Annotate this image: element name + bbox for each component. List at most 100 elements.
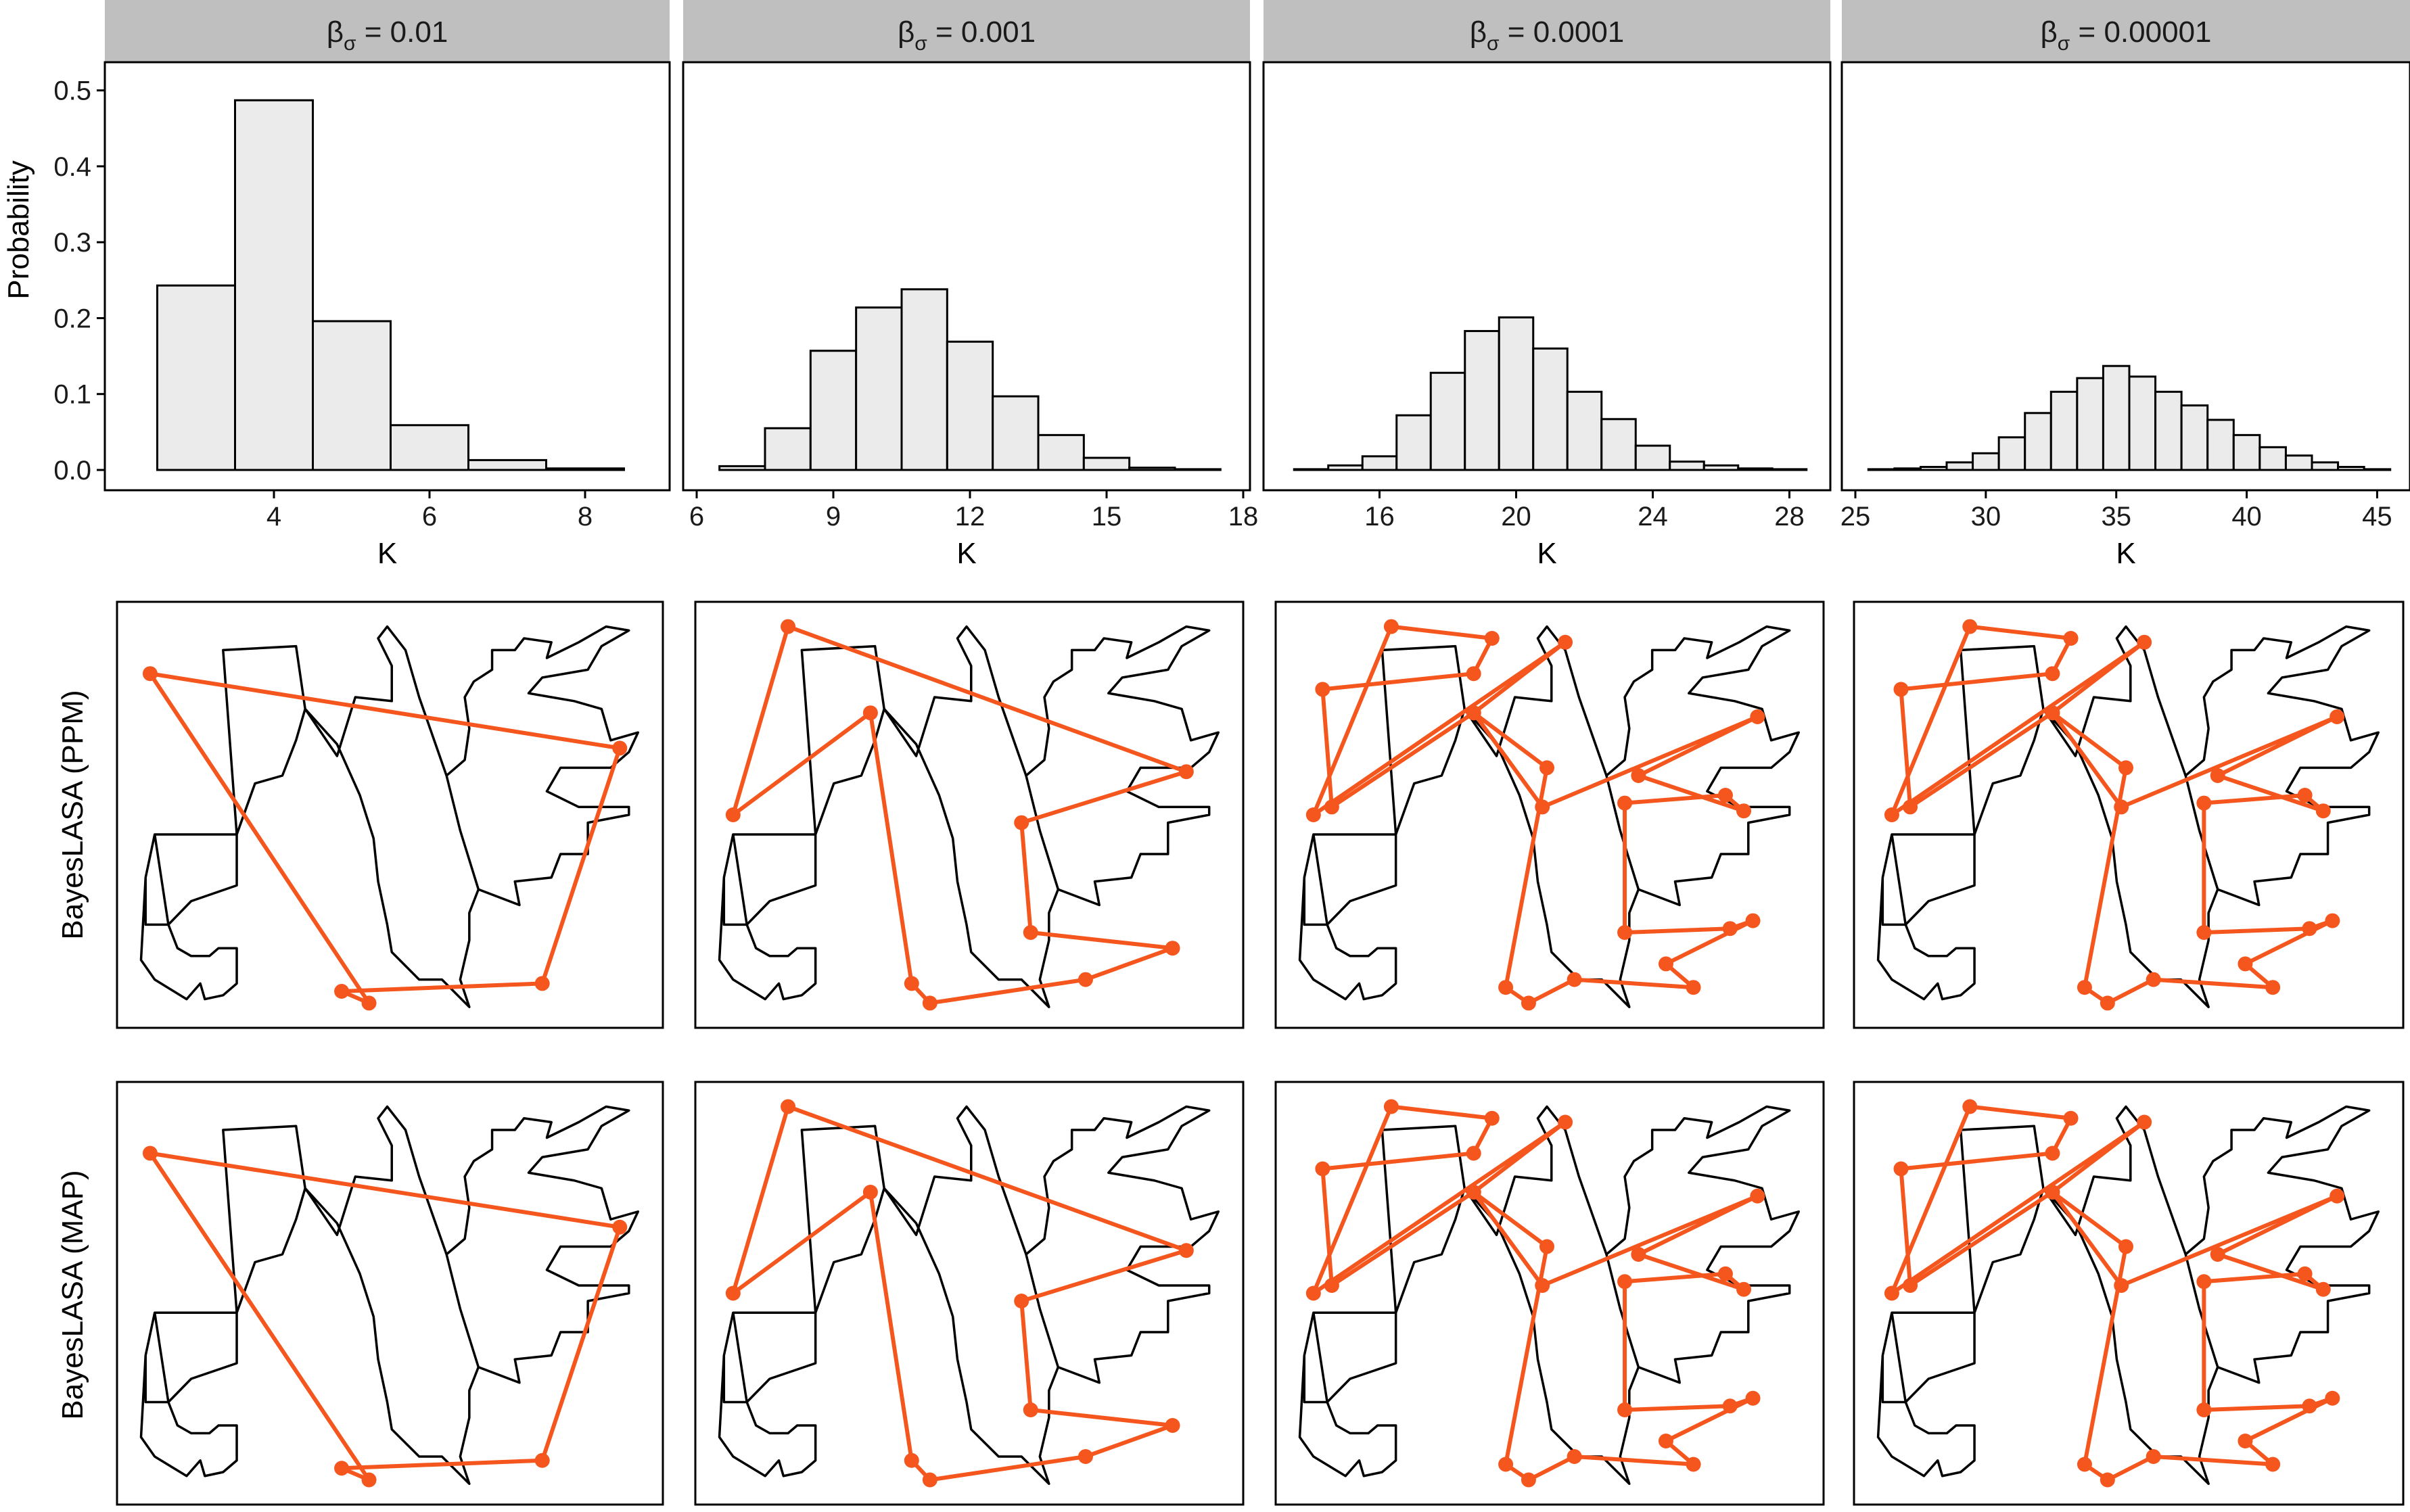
landmark-point [1466,705,1481,721]
landmark-point [1558,1114,1573,1130]
landmark-point [1535,799,1550,815]
landmark-point [1617,925,1633,940]
landmark-point [1962,1099,1978,1114]
histogram-bar [1919,466,1948,471]
landmark-point [2302,1398,2317,1414]
landmark-point [2077,980,2092,995]
facet-strip-value: = 0.0001 [1500,16,1625,49]
facet-strip-subscript: σ [914,32,927,55]
histogram-bar [1174,468,1222,471]
x-tick-label: 16 [1364,502,1395,531]
landmark-point [2297,788,2313,803]
landmark-point [1962,619,1978,634]
x-tick-label: 4 [267,502,281,531]
facet-strip-label: βσ = 0.00001 [2040,16,2211,55]
histogram-bar [2258,446,2287,471]
facet-strip: βσ = 0.01 [105,0,670,62]
landmark-point [904,976,919,991]
histogram-bar [1634,444,1671,471]
histogram-bar [2102,364,2131,471]
landmark-point [612,740,628,756]
histogram-bar [1771,468,1808,471]
landmark-point [1315,1161,1330,1177]
x-tick-label: 6 [422,502,437,531]
landmark-point [1539,1239,1554,1254]
x-tick-label: 18 [1228,502,1259,531]
landmark-point [725,807,741,822]
histogram-panel: 25 30 35 40 45 K [1840,61,2410,570]
facet-strip-greek: β [1470,16,1487,49]
histogram-bar [855,306,903,471]
landmark-point [1305,1285,1321,1301]
histogram-bar [1037,433,1085,471]
landmark-point [1903,1278,1918,1293]
landmark-point [904,1452,919,1468]
landmark-point [2330,709,2345,724]
landmark-point [1617,1402,1633,1417]
landmark-point [1617,1274,1633,1290]
landmark-point [2045,666,2060,682]
landmark-point [1736,803,1752,819]
x-tick-label: 6 [689,502,704,531]
landmark-point [1558,634,1573,650]
landmark-point [1686,980,1701,995]
histogram-bar [545,467,625,471]
histogram-bar [2076,377,2104,471]
facet-strip-subscript: σ [344,32,356,55]
landmark-point [1722,921,1738,937]
landmark-point [1745,1390,1761,1406]
landmark-point [2325,913,2340,928]
histogram-bar [1532,347,1569,471]
x-tick-label: 28 [1774,502,1805,531]
landmark-point [1324,799,1339,815]
landmark-point [2196,1274,2212,1290]
landmark-point [2238,1434,2253,1448]
histogram-bar [2154,390,2183,471]
landmark-point [725,1285,741,1301]
landmark-point [2210,1247,2225,1262]
shape-panel-border [116,1081,664,1506]
histogram-bar [1972,452,2000,471]
x-tick-label: 12 [955,502,986,531]
landmark-point [1484,1110,1500,1126]
landmark-point [862,705,878,721]
landmark-point [1178,1243,1194,1258]
landmark-point [1498,980,1514,995]
landmark-point [2315,803,2331,819]
landmark-point [1014,815,1029,830]
landmark-point [1717,1266,1733,1281]
facet-strip-greek: β [2040,16,2057,49]
landmark-point [1658,1434,1673,1448]
histogram-bar [1702,464,1740,471]
landmark-point [142,666,158,682]
x-tick-label: 9 [826,502,841,531]
histogram-bar [156,284,236,471]
x-tick-label: 20 [1501,502,1531,531]
landmark-point [1567,972,1582,987]
histogram-bar [312,320,392,471]
histogram-bar [1395,414,1432,471]
map-shape-panel [116,1081,664,1506]
landmark-point [1315,682,1330,697]
histogram-panel: 16 20 24 28 K [1262,61,1832,570]
landmark-point [1750,709,1765,724]
facet-strips: βσ = 0.01 βσ = 0.001 β σ = 0.0001 βσ = 0.000… [105,0,2410,62]
facet-strip-background [105,0,670,62]
landmark-point [1383,1099,1399,1114]
facet-strip-label: βσ = 0.01 [327,16,448,55]
histogram-bar [764,427,812,471]
histogram-bar [1997,436,2026,471]
landmark-point [1077,1449,1093,1464]
landmark-point [1617,795,1633,811]
landmark-point [1717,788,1733,803]
landmark-point [2077,1457,2092,1472]
landmark-point [1014,1294,1029,1308]
landmark-point [334,984,350,999]
facet-strip-label: βσ = 0.001 [898,16,1036,55]
landmark-point [1165,941,1180,956]
landmark-point [612,1219,628,1235]
histogram-bar [2284,454,2313,471]
landmark-point [2045,705,2060,721]
shape-panel-border [116,600,664,1029]
landmark-point [1686,1457,1701,1472]
